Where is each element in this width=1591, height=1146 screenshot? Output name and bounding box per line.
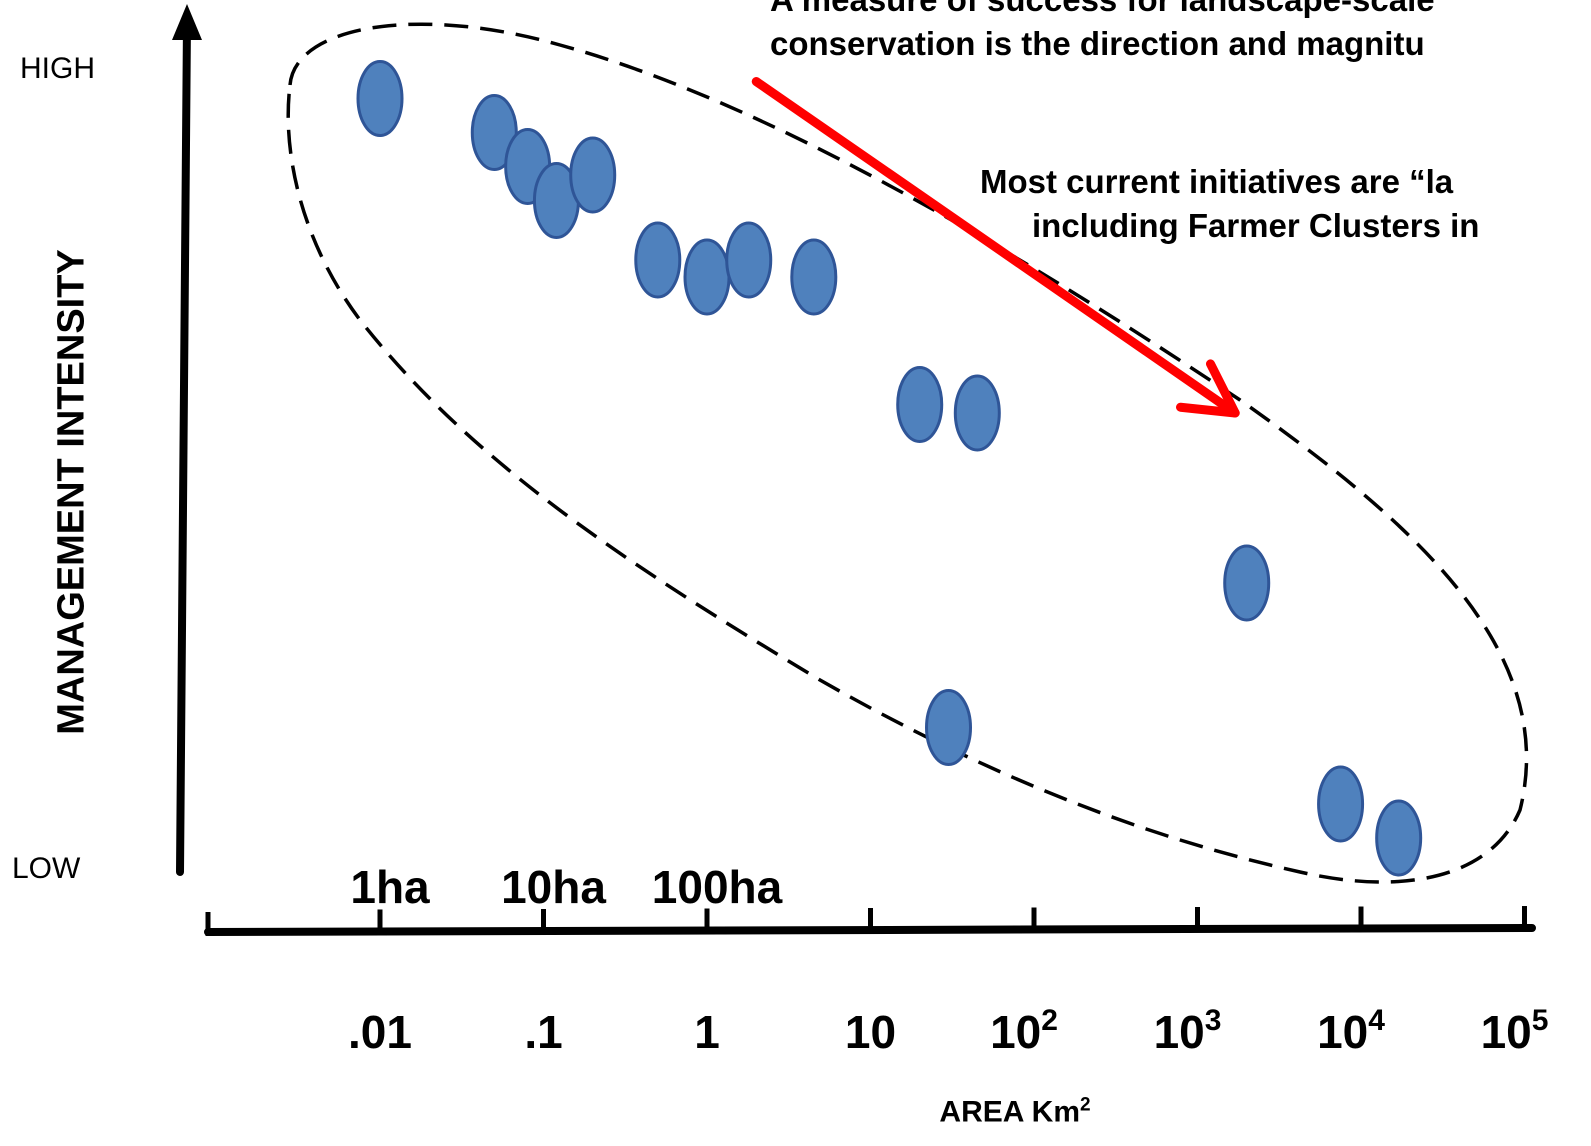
x-axis-title: AREA Km2 (939, 1095, 1090, 1130)
data-point-1 (470, 94, 518, 171)
trend-arrow (751, 77, 1240, 418)
annotation-current-initiatives: Most current initiatives are “la includi… (980, 160, 1479, 248)
x-tick-label-5: 103 (1154, 1004, 1222, 1058)
data-point-9 (896, 366, 944, 443)
data-point-10 (953, 374, 1001, 452)
data-point-4 (569, 136, 617, 214)
x-axis-title-sup: 2 (1080, 1094, 1091, 1116)
y-axis-line (176, 18, 191, 876)
y-axis-title: MANAGEMENT INTENSITY (50, 249, 93, 735)
annotation-line-3: Most current initiatives are “la (980, 163, 1454, 200)
data-point-5 (634, 221, 682, 299)
ha-label-1: 10ha (501, 861, 606, 913)
x-tick-labels: .01.1 1 10 102 103 104 105 (348, 1004, 1548, 1058)
annotation-line-4: including Farmer Clusters in (1032, 207, 1480, 244)
x-tick-label-7: 105 (1481, 1004, 1549, 1058)
annotation-line-2: conservation is the direction and magnit… (770, 25, 1425, 62)
data-point-6 (683, 238, 731, 316)
ha-label-0: 1ha (350, 861, 430, 913)
data-point-13 (1317, 765, 1365, 843)
x-tick-label-sup-5: 3 (1205, 1004, 1222, 1037)
x-tick-label-sup-7: 5 (1532, 1004, 1549, 1037)
x-tick-label-base-5: 10 (1154, 1006, 1205, 1058)
x-tick-label-base-3: 10 (845, 1006, 896, 1058)
points-layer (356, 60, 1423, 877)
annotation-success-measure: A measure of success for landscape-scale… (770, 0, 1435, 66)
y-level-low: LOW (12, 852, 81, 885)
ha-labels: 1ha 10ha 100ha (350, 861, 782, 913)
data-point-0 (356, 60, 404, 137)
y-axis-arrowhead (172, 4, 202, 40)
ha-label-2: 100ha (652, 861, 783, 913)
x-tick-label-base-4: 10 (990, 1006, 1041, 1058)
x-tick-label-base-6: 10 (1317, 1006, 1368, 1058)
x-tick-label-3: 10 (845, 1006, 896, 1058)
x-tick-label-sup-4: 2 (1041, 1004, 1058, 1037)
x-tick-label-base-0: .01 (348, 1006, 412, 1058)
data-point-7 (725, 221, 773, 299)
x-tick-label-2: 1 (694, 1006, 720, 1058)
trend-arrow-shaft (751, 77, 1240, 418)
x-tick-label-6: 104 (1317, 1004, 1385, 1058)
x-axis-ticks (377, 906, 1527, 934)
data-point-8 (790, 238, 838, 316)
x-tick-label-1: .1 (524, 1006, 562, 1058)
data-point-14 (1375, 799, 1423, 877)
x-tick-label-base-2: 1 (694, 1006, 720, 1058)
x-tick-label-base-1: .1 (524, 1006, 562, 1058)
y-level-high: HIGH (20, 52, 95, 85)
x-tick-label-4: 102 (990, 1004, 1058, 1058)
x-tick-label-sup-6: 4 (1368, 1004, 1385, 1037)
annotation-line-1: A measure of success for landscape-scale (770, 0, 1435, 22)
x-axis-title-text: AREA Km (939, 1095, 1080, 1129)
dashed-envelope (286, 22, 1529, 884)
data-point-11 (925, 689, 973, 766)
trend-arrow-head (1175, 359, 1240, 418)
x-tick-label-0: .01 (348, 1006, 412, 1058)
data-point-12 (1223, 544, 1271, 622)
x-tick-label-base-7: 10 (1481, 1006, 1532, 1058)
